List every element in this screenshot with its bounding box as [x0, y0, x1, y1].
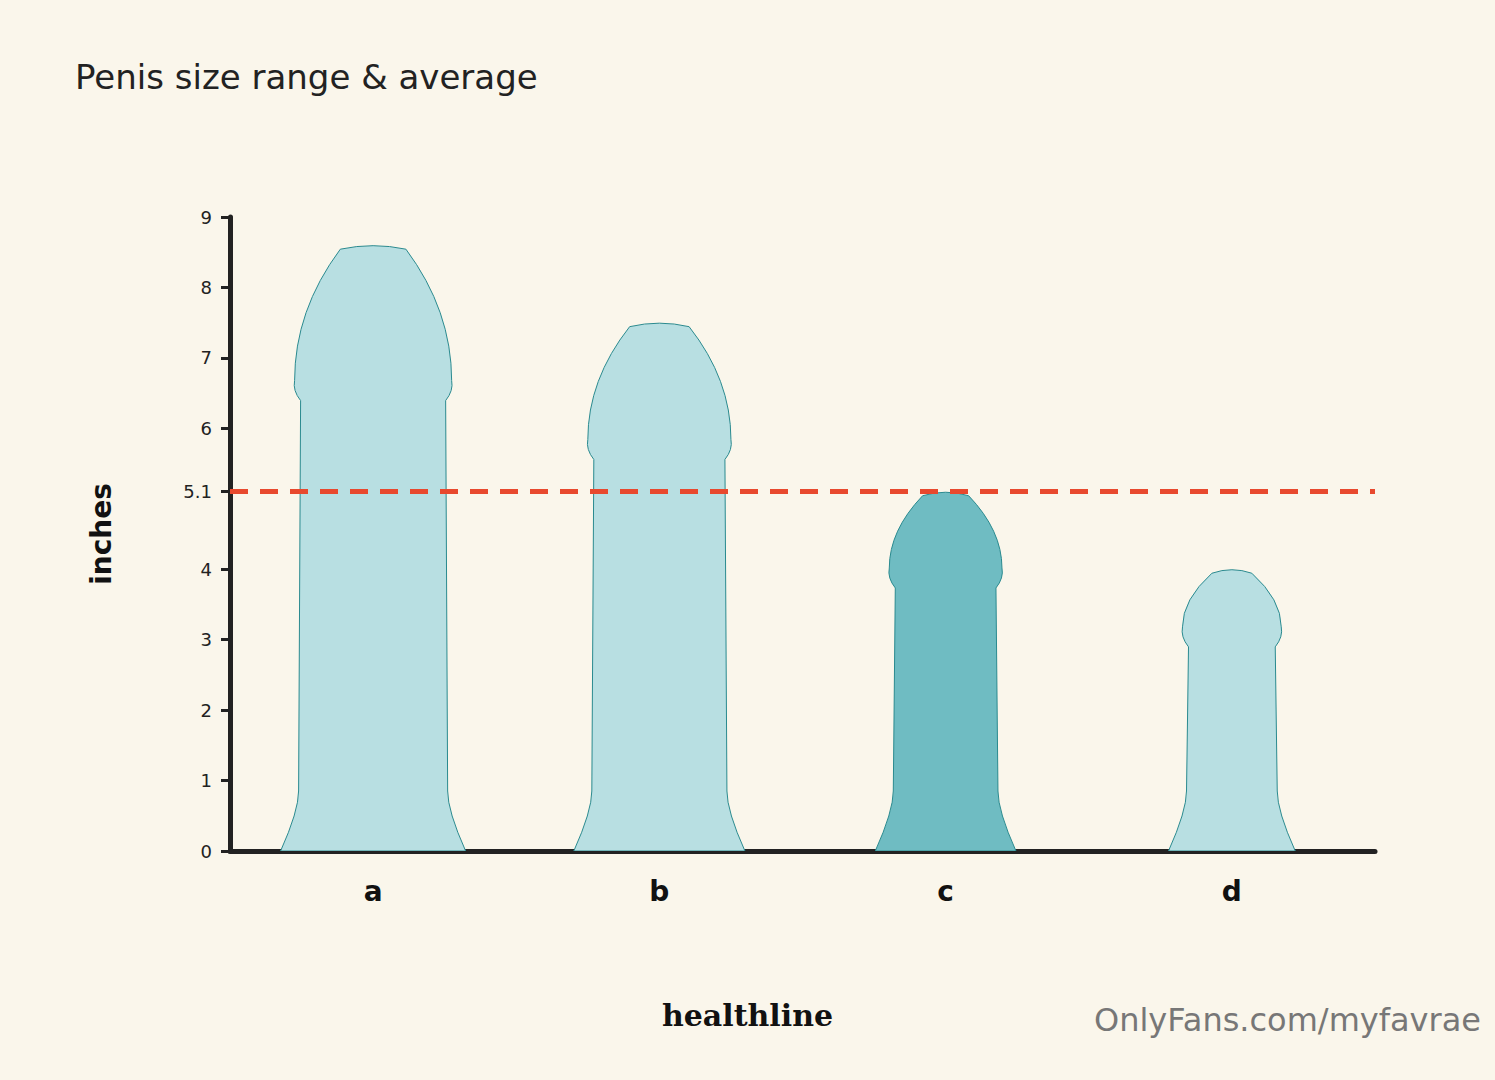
svg-text:5.1: 5.1 — [183, 481, 212, 502]
svg-text:7: 7 — [201, 347, 212, 368]
svg-text:0: 0 — [201, 841, 212, 862]
svg-text:a: a — [364, 875, 383, 908]
svg-text:OnlyFans.com/myfavrae: OnlyFans.com/myfavrae — [1094, 1001, 1481, 1039]
svg-text:c: c — [937, 875, 954, 908]
svg-text:1: 1 — [201, 770, 212, 791]
svg-text:b: b — [649, 875, 669, 908]
svg-text:9: 9 — [201, 207, 212, 228]
svg-text:4: 4 — [201, 559, 212, 580]
svg-text:d: d — [1222, 875, 1242, 908]
svg-text:healthline: healthline — [662, 998, 833, 1033]
svg-text:6: 6 — [201, 418, 212, 439]
svg-text:Penis size range & average: Penis size range & average — [75, 57, 538, 97]
svg-text:3: 3 — [201, 629, 212, 650]
svg-text:2: 2 — [201, 700, 212, 721]
svg-text:8: 8 — [201, 277, 212, 298]
svg-text:inches: inches — [85, 483, 118, 585]
